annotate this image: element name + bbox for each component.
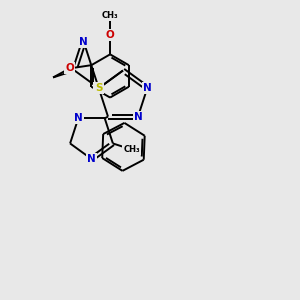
Text: N: N xyxy=(143,83,152,93)
Text: N: N xyxy=(74,113,82,123)
Text: O: O xyxy=(106,30,115,40)
Text: N: N xyxy=(80,37,88,47)
Text: CH₃: CH₃ xyxy=(123,145,140,154)
Text: N: N xyxy=(134,112,142,122)
Text: S: S xyxy=(95,83,103,93)
Text: N: N xyxy=(94,83,103,93)
Text: CH₃: CH₃ xyxy=(102,11,118,20)
Text: N: N xyxy=(87,154,96,164)
Text: O: O xyxy=(65,64,74,74)
